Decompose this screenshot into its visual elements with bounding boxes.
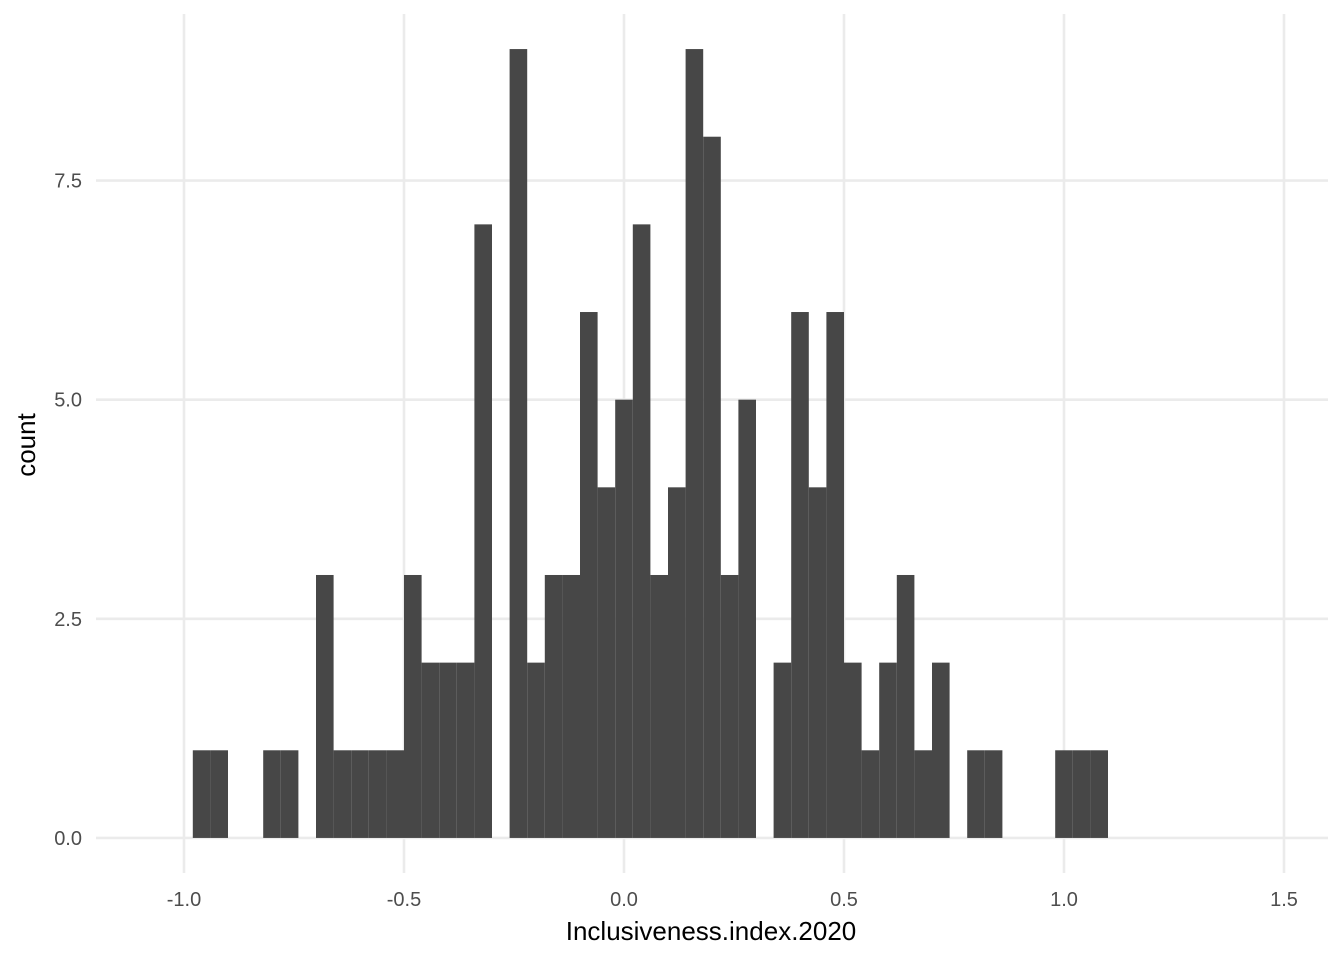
histogram-bar-1	[210, 750, 228, 838]
histogram-bar-2	[263, 750, 281, 838]
histogram-bar-0	[192, 750, 211, 838]
histogram-bar-13	[474, 224, 492, 838]
histogram-bar-31	[826, 312, 844, 838]
histogram-bar-42	[1090, 750, 1108, 838]
histogram-bar-20	[615, 399, 633, 838]
histogram-bar-18	[580, 312, 598, 838]
y-tick-label-2: 5.0	[54, 390, 82, 412]
histogram-bar-17	[562, 574, 580, 838]
histogram-bar-27	[738, 399, 756, 838]
x-tick-label-2: 0.0	[610, 889, 638, 911]
x-tick-label-0: -1.0	[167, 889, 201, 911]
histogram-bar-37	[932, 662, 950, 838]
histogram-bar-25	[703, 136, 721, 838]
histogram-bar-12	[456, 662, 475, 838]
histogram-bar-40	[1055, 750, 1073, 838]
histogram-bar-9	[404, 574, 422, 838]
histogram-bar-28	[773, 662, 792, 838]
y-tick-label-0: 0.0	[54, 828, 82, 850]
histogram-bar-24	[685, 49, 704, 838]
histogram-bar-23	[668, 487, 686, 838]
histogram-bar-6	[351, 750, 369, 838]
histogram-bar-19	[597, 487, 616, 838]
histogram-bar-39	[984, 750, 1003, 838]
histogram-bar-38	[967, 750, 985, 838]
x-tick-label-5: 1.5	[1270, 889, 1298, 911]
y-tick-label-3: 7.5	[54, 171, 82, 193]
histogram-bar-41	[1072, 750, 1091, 838]
x-axis-ticks: -1.0 -0.5 0.0 0.5 1.0 1.5	[167, 889, 1298, 911]
histogram-bar-4	[316, 574, 334, 838]
histogram-bar-21	[632, 224, 651, 838]
y-axis-ticks: 0.0 2.5 5.0 7.5	[54, 171, 82, 850]
x-axis-title: Inclusiveness.index.2020	[566, 916, 857, 946]
x-tick-label-1: -0.5	[387, 889, 421, 911]
histogram-bar-30	[808, 487, 827, 838]
histogram-bar-14	[509, 49, 528, 838]
histogram-bar-5	[333, 750, 352, 838]
histogram-bar-29	[791, 312, 809, 838]
x-tick-label-4: 1.0	[1050, 889, 1078, 911]
y-tick-label-1: 2.5	[54, 609, 82, 631]
histogram-bar-33	[861, 750, 880, 838]
histogram-bar-3	[280, 750, 299, 838]
histogram-bar-16	[544, 574, 563, 838]
histogram-bar-26	[720, 574, 739, 838]
histogram-bar-36	[914, 750, 932, 838]
x-tick-label-3: 0.5	[830, 889, 858, 911]
histogram-bar-15	[527, 662, 545, 838]
histogram-bar-7	[368, 750, 387, 838]
histogram-bar-11	[439, 662, 457, 838]
histogram-bar-8	[386, 750, 404, 838]
histogram-bar-32	[844, 662, 862, 838]
y-axis-title: count	[11, 412, 41, 476]
histogram-bar-35	[896, 574, 915, 838]
histogram-bar-34	[879, 662, 897, 838]
histogram-bar-22	[650, 574, 668, 838]
histogram-bar-10	[421, 662, 440, 838]
bars-layer	[192, 49, 1108, 838]
